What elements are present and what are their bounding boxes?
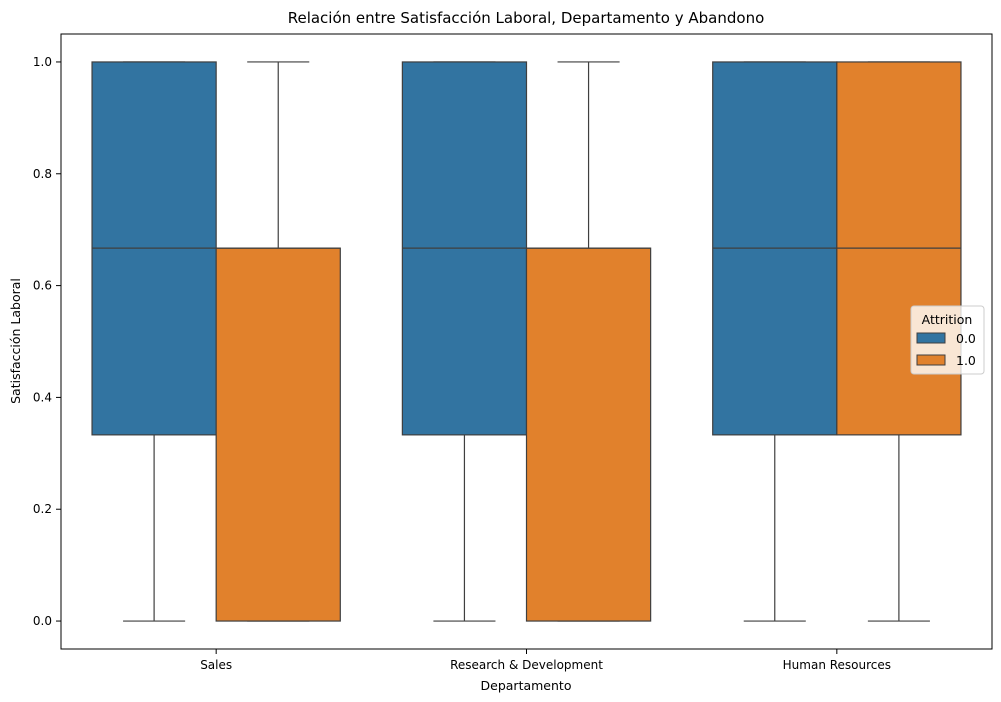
- legend-title: Attrition: [922, 312, 973, 327]
- legend-swatch-0: [916, 332, 946, 344]
- y-tick-label: 0.4: [33, 390, 52, 404]
- box-0-1: [215, 247, 341, 622]
- y-tick-label: 0.0: [33, 614, 52, 628]
- legend-label-1: 1.0: [956, 353, 976, 368]
- x-axis-ticks: Sales Research & Development Human Resourc…: [200, 649, 891, 672]
- y-tick-label: 1.0: [33, 55, 52, 69]
- legend: Attrition 0.0 1.0: [910, 305, 985, 375]
- y-axis-label: Satisfacción Laboral: [8, 278, 23, 404]
- plot-area: [91, 61, 962, 622]
- y-tick-label: 0.8: [33, 167, 52, 181]
- box-group-1-1: [525, 61, 652, 622]
- x-tick-label: Research & Development: [450, 658, 603, 672]
- y-tick-label: 0.6: [33, 279, 52, 293]
- box-group-0-1: [215, 61, 341, 622]
- box-group-0-0: [91, 61, 217, 622]
- box-1-1: [525, 247, 652, 622]
- x-axis-label: Departamento: [481, 678, 572, 693]
- y-axis-ticks: 0.0 0.2 0.4 0.6 0.8 1.0: [33, 55, 61, 628]
- legend-label-0: 0.0: [956, 331, 976, 346]
- y-tick-label: 0.2: [33, 502, 52, 516]
- legend-swatch-1: [916, 354, 946, 366]
- x-tick-label: Sales: [200, 658, 232, 672]
- box-group-2-0: [712, 61, 838, 622]
- x-tick-label: Human Resources: [783, 658, 891, 672]
- chart-title: Relación entre Satisfacción Laboral, Dep…: [288, 9, 765, 27]
- box-group-1-0: [401, 61, 528, 622]
